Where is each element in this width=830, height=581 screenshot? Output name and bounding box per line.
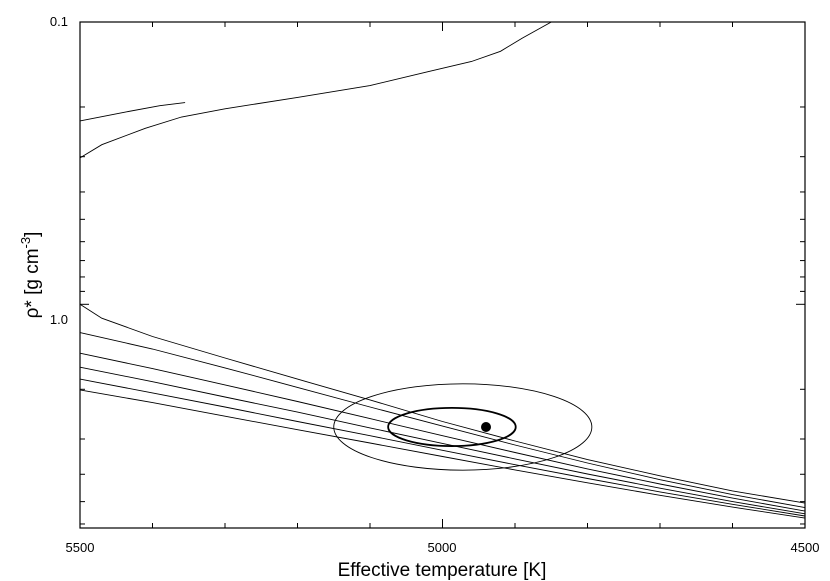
x-tick-label: 5000 [428, 540, 457, 555]
y-axis-title-main: ρ* [g cm [22, 248, 43, 318]
plot-frame [79, 21, 806, 529]
x-axis-title: Effective temperature [K] [338, 560, 547, 581]
series-line-7 [79, 378, 806, 517]
y-tick-label: 0.1 [50, 14, 68, 29]
series-line-5 [79, 352, 806, 512]
y-axis-title: ρ* [g cm-3] [18, 232, 43, 319]
series-line-2 [79, 102, 186, 122]
series-line-8 [79, 389, 806, 519]
x-tick-label: 4500 [791, 540, 820, 555]
series-line-6 [79, 366, 806, 515]
best-fit-point [481, 421, 491, 432]
series-line-3 [79, 303, 806, 504]
ellipse-layer [333, 383, 593, 471]
y-tick-label: 1.0 [50, 312, 68, 327]
x-tick-label: 5500 [66, 540, 95, 555]
outer-confidence-ellipse [333, 383, 593, 471]
series-layer [79, 21, 806, 519]
y-axis-title-suffix: ] [22, 232, 43, 237]
y-axis-title-superscript: -3 [18, 237, 33, 249]
ticks [79, 22, 806, 528]
inner-confidence-ellipse [387, 407, 517, 447]
series-line-4 [79, 332, 806, 509]
series-line-1 [79, 21, 552, 159]
